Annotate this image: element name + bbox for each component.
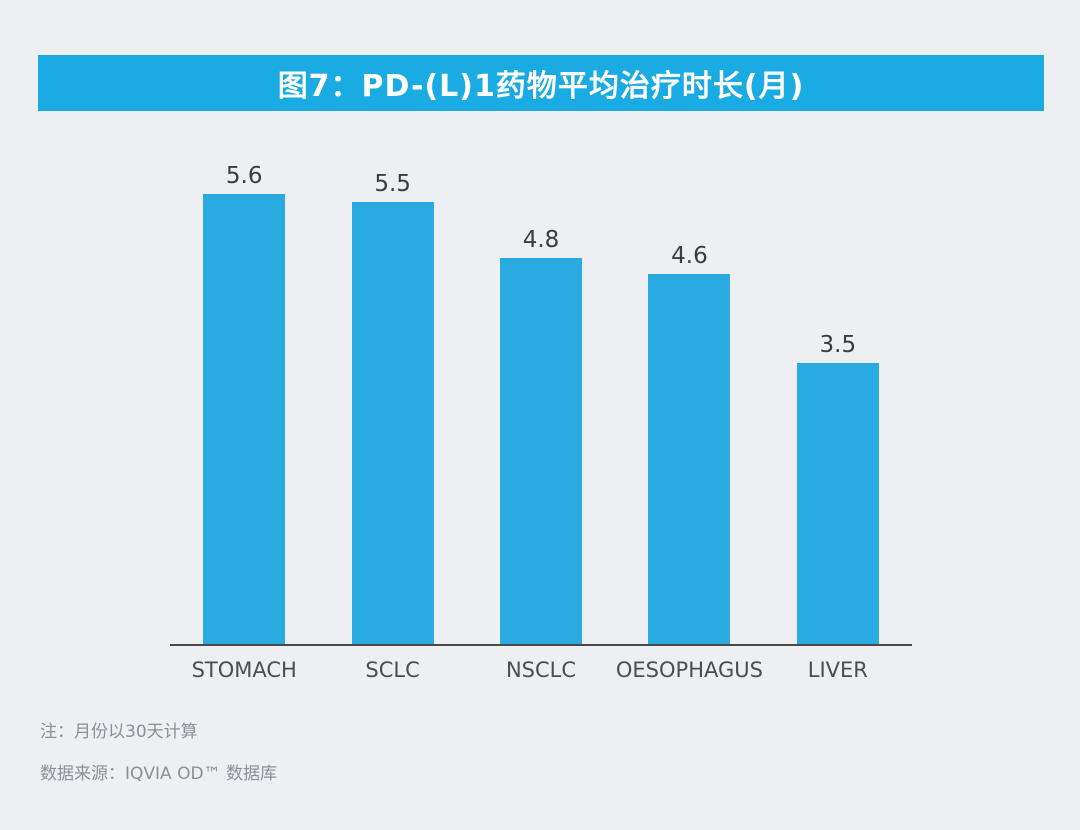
bars-area: 5.6 5.5 4.8 4.6 3.5 (170, 160, 912, 644)
chart-title-banner: 图7：PD-(L)1药物平均治疗时长(月) (38, 55, 1044, 111)
bar-column: 3.5 (764, 160, 912, 644)
note-text: 注：月份以30天计算 (40, 722, 198, 742)
category-label: STOMACH (191, 658, 297, 682)
bar-column: 5.5 (318, 160, 466, 644)
bar (500, 258, 583, 644)
category-label: OESOPHAGUS (615, 658, 763, 682)
bar (351, 202, 434, 644)
bar (648, 274, 731, 644)
bar-column: 4.6 (615, 160, 763, 644)
value-label: 5.5 (374, 171, 411, 198)
category-label: SCLC (365, 658, 420, 682)
footnotes: 注：月份以30天计算 数据来源：IQVIA OD™ 数据库 (40, 722, 277, 807)
value-label: 5.6 (225, 163, 263, 189)
source-text: 数据来源：IQVIA OD™ 数据库 (40, 764, 277, 785)
bar-column: 5.6 (170, 160, 318, 644)
category-axis: STOMACH SCLC NSCLC OESOPHAGUS LIVER (170, 646, 912, 683)
bar (203, 194, 286, 644)
value-label: 3.5 (819, 331, 857, 358)
bar-chart: 5.6 5.5 4.8 4.6 3.5 STOMACH SCLC NSCLC OESOPHAG… (170, 160, 912, 683)
category-label: NSCLC (505, 658, 577, 682)
category-label: LIVER (807, 658, 868, 682)
chart-title: 图7：PD-(L)1药物平均治疗时长(月) (277, 69, 805, 104)
value-label: 4.8 (522, 227, 560, 254)
bar-column: 4.8 (467, 160, 615, 644)
x-axis-line (170, 644, 912, 646)
bar (796, 362, 879, 644)
value-label: 4.6 (671, 243, 708, 270)
